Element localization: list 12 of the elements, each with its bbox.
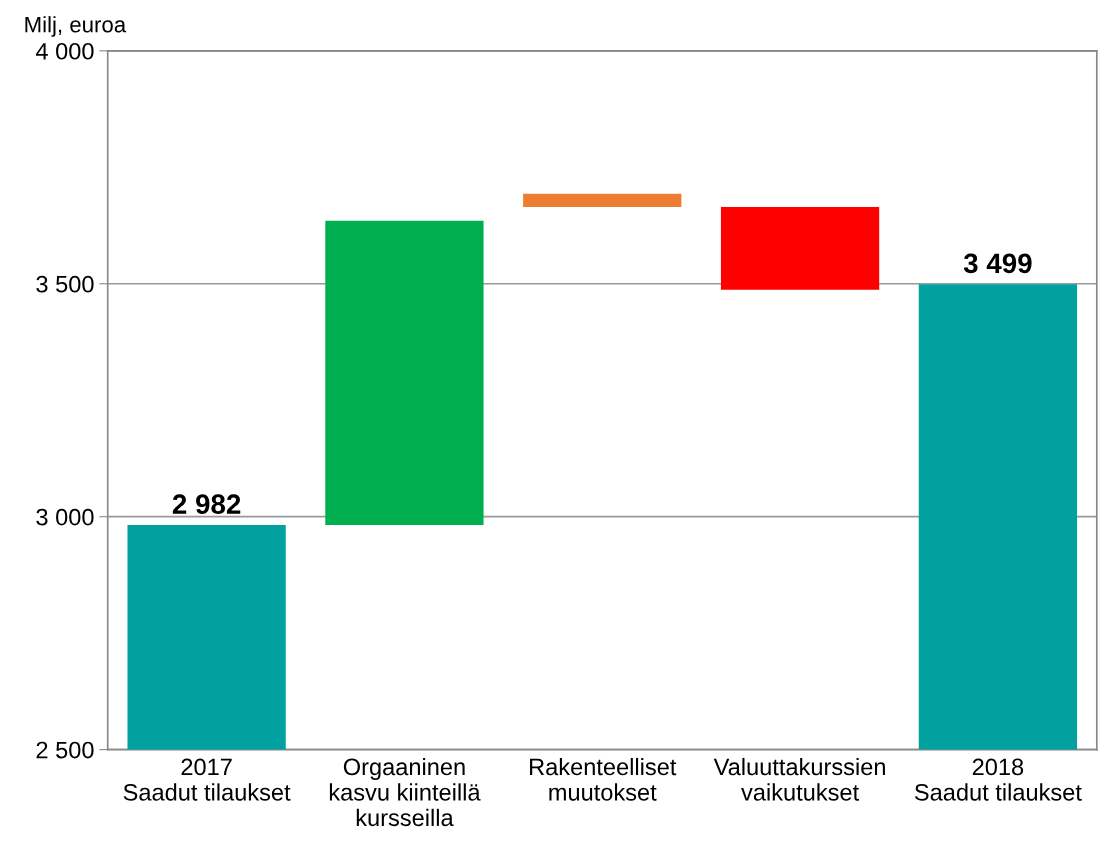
y-tick-label: 3 000 — [36, 508, 94, 526]
data-label: 3 499 — [963, 253, 1032, 274]
y-tick-label: 4 000 — [35, 42, 94, 60]
y-tick-label: 2 500 — [36, 741, 94, 759]
x-tick-label: Rakenteelliset muutokset — [530, 757, 677, 801]
x-tick-label: Orgaaninen kasvu kiinteillä kursseilla — [329, 757, 481, 827]
x-tick-label: Valuuttakurssien vaikutukset — [713, 757, 885, 801]
y-tick-label: 3 500 — [36, 275, 94, 293]
y-axis-title: Milj, euroa — [25, 16, 127, 37]
x-tick-label: 2018 Saadut tilaukset — [914, 758, 1082, 801]
x-tick-label: 2017 Saadut tilaukset — [123, 758, 291, 801]
data-label: 2 982 — [172, 494, 241, 515]
